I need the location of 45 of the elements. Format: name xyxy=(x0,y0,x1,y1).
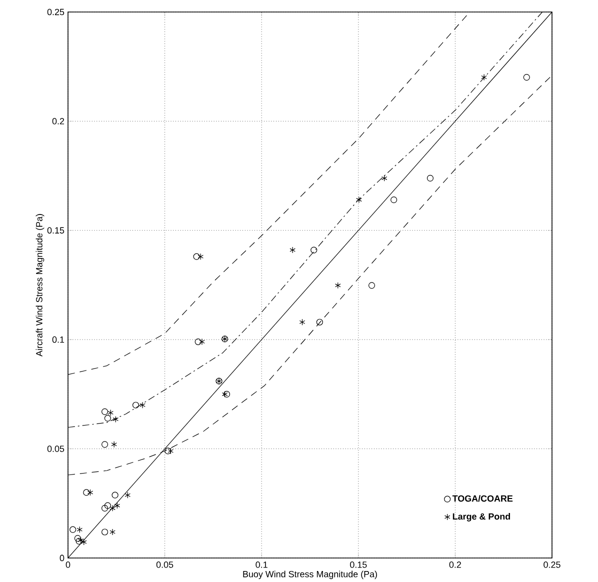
x-axis-title: Buoy Wind Stress Magnitude (Pa) xyxy=(243,570,377,579)
point xyxy=(78,536,84,544)
point xyxy=(101,440,108,448)
point xyxy=(381,174,388,182)
point xyxy=(194,338,202,345)
point xyxy=(334,282,341,289)
point xyxy=(124,492,131,498)
point xyxy=(112,492,118,498)
x-tick-label: 0.05 xyxy=(156,561,174,568)
legend-label: Large & Pond xyxy=(452,512,510,522)
point xyxy=(368,282,376,289)
point xyxy=(481,74,487,80)
point xyxy=(164,447,172,454)
point xyxy=(111,440,117,448)
point xyxy=(426,174,434,182)
point xyxy=(299,318,306,326)
point xyxy=(390,196,398,203)
point xyxy=(310,246,318,254)
point xyxy=(87,488,94,496)
y-tick-label: 0.05 xyxy=(47,445,64,452)
point xyxy=(316,318,323,326)
y-axis-title: Aircraft Wind Stress Magnitude (Pa) xyxy=(36,214,44,356)
point xyxy=(222,390,228,398)
point xyxy=(114,502,120,509)
point xyxy=(193,253,200,260)
point xyxy=(83,488,90,496)
x-tick-label: 0.2 xyxy=(449,561,461,568)
point xyxy=(101,504,108,512)
point xyxy=(356,196,362,203)
point xyxy=(523,74,530,80)
point xyxy=(168,447,174,454)
y-tick-label: 0 xyxy=(60,554,64,561)
point xyxy=(101,528,108,536)
point xyxy=(223,390,230,398)
y-tick-label: 0.1 xyxy=(52,336,64,343)
y-tick-label: 0.15 xyxy=(47,227,64,234)
x-tick-label: 0.1 xyxy=(256,561,268,568)
legend-label: TOGA/COARE xyxy=(452,494,513,502)
y-tick-label: 0.2 xyxy=(52,118,64,124)
y-tick-label: 0.25 xyxy=(47,8,64,15)
point xyxy=(110,528,116,536)
x-tick-label: 0.15 xyxy=(350,561,367,568)
x-tick-label: 0.25 xyxy=(544,561,560,568)
x-tick-label: 0 xyxy=(66,561,70,568)
point xyxy=(290,246,296,254)
